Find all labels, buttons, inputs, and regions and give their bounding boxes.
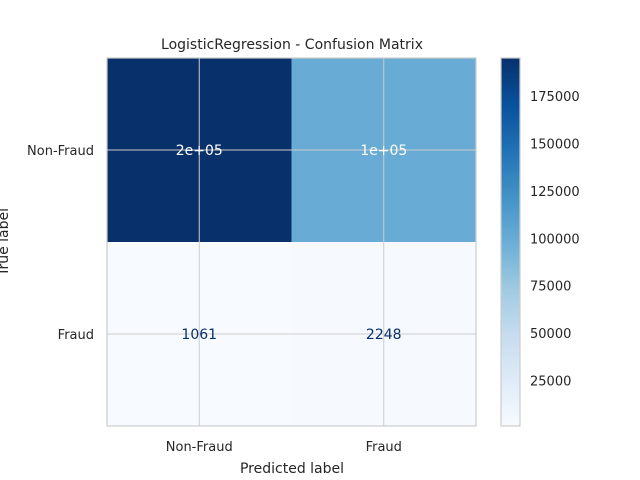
x-axis-label: Predicted label [240, 461, 344, 477]
colorbar [500, 57, 521, 427]
y-tick-labels: Non-Fraud Fraud [27, 144, 94, 343]
plot-frame [106, 57, 477, 427]
cell-value-labels: 2e+05 1e+05 1061 2248 [176, 143, 408, 343]
cell-value-label: 2248 [366, 327, 402, 343]
y-tick-label: Fraud [58, 328, 94, 343]
y-tick-label: Non-Fraud [27, 144, 94, 159]
x-tick-label: Fraud [366, 440, 402, 455]
chart-title: LogisticRegression - Confusion Matrix [161, 37, 423, 53]
y-axis-label: True label [0, 208, 12, 277]
heatmap-cells [107, 58, 476, 426]
x-tick-label: Non-Fraud [166, 440, 233, 455]
x-tick-labels: Non-Fraud Fraud [166, 440, 402, 455]
colorbar-tick-label: 125000 [530, 185, 580, 200]
cell-value-label: 2e+05 [176, 143, 223, 159]
cell-value-label: 1e+05 [360, 143, 407, 159]
colorbar-tick-label: 75000 [530, 280, 571, 295]
colorbar-tick-label: 150000 [530, 137, 580, 152]
colorbar-tick-label: 25000 [530, 375, 571, 390]
grid-lines [107, 58, 476, 426]
cell-value-label: 1061 [181, 327, 217, 343]
colorbar-tick-label: 175000 [530, 90, 580, 105]
colorbar-ticks: 25000 50000 75000 100000 125000 150000 175000 [530, 90, 580, 390]
colorbar-tick-label: 50000 [530, 327, 571, 342]
colorbar-tick-label: 100000 [530, 232, 580, 247]
